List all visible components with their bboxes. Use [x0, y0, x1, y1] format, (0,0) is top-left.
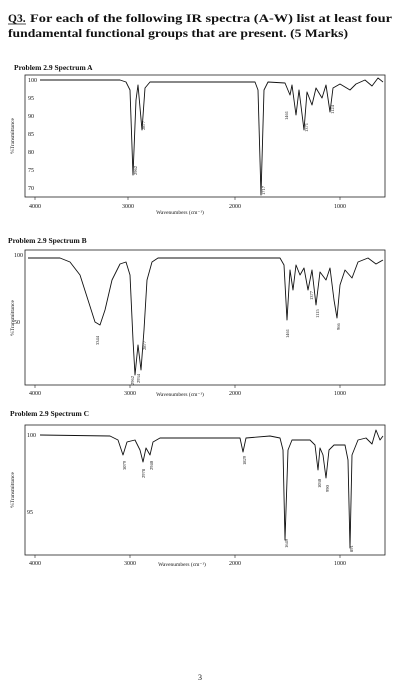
x-tick-label: 2000: [229, 391, 241, 397]
y-tick-label: 70: [28, 186, 34, 192]
y-axis-label: %Transmittance: [10, 118, 16, 154]
y-tick-label: 100: [27, 433, 36, 439]
y-tick-label: 85: [28, 132, 34, 138]
peak-label: 966: [336, 323, 341, 331]
y-tick-label: 95: [28, 96, 34, 102]
x-axis-label: Wavenumbers (cm⁻¹): [158, 561, 206, 568]
y-tick-label: 50: [14, 320, 20, 326]
peak-label: 2940: [149, 460, 154, 470]
page-number: 3: [198, 673, 202, 682]
x-tick-label: 4000: [29, 561, 41, 567]
y-tick-label: 75: [28, 168, 34, 174]
x-tick-label: 2000: [229, 204, 241, 210]
x-tick-label: 1000: [334, 561, 346, 567]
y-tick-label: 90: [28, 114, 34, 120]
x-tick-label: 4000: [29, 391, 41, 397]
y-tick-label: 80: [28, 150, 34, 156]
peak-label: 3079: [122, 460, 127, 470]
x-tick-label: 3000: [124, 561, 136, 567]
peak-label: 2978: [141, 468, 146, 478]
peak-label: 1829: [242, 455, 247, 465]
peak-label: 1461: [284, 111, 289, 120]
peak-label: 2877: [142, 340, 147, 350]
peak-label: 3344: [95, 335, 100, 345]
x-tick-label: 4000: [29, 204, 41, 210]
y-tick-label: 95: [27, 510, 33, 516]
y-tick-label: 100: [28, 78, 37, 84]
y-axis-label: %Transmittance: [10, 300, 16, 336]
peak-label: 990: [325, 485, 330, 493]
plot-frame: [24, 74, 386, 198]
question-number: Q3.: [8, 13, 26, 25]
x-tick-label: 3000: [124, 391, 136, 397]
peak-label: 2962: [133, 166, 138, 175]
y-axis-label: %Transmittance: [10, 472, 16, 508]
peak-label: 1377: [309, 290, 314, 300]
peak-label: 1124: [330, 104, 335, 114]
plot-frame: [24, 249, 386, 386]
x-tick-label: 1000: [334, 204, 346, 210]
question-text: fundamental functional groups that are p…: [8, 28, 348, 40]
spectrum-title: Problem 2.9 Spectrum A: [14, 63, 93, 72]
spectrum-curve: [28, 257, 384, 376]
peak-label: 1115: [315, 309, 320, 318]
x-tick-label: 1000: [334, 391, 346, 397]
x-axis-label: Wavenumbers (cm⁻¹): [156, 391, 204, 398]
peak-label: 2962: [130, 376, 135, 385]
peak-label: 1030: [317, 478, 322, 488]
plot-frame: [24, 424, 386, 556]
question-text: For each of the following IR spectra (A-…: [30, 13, 392, 25]
x-tick-label: 2000: [229, 561, 241, 567]
peak-label: 1649: [284, 538, 289, 548]
x-tick-label: 3000: [122, 204, 134, 210]
peak-label: 2934: [136, 373, 141, 383]
spectrum-title: Problem 2.9 Spectrum B: [8, 236, 87, 245]
peak-label: 1717: [261, 185, 266, 195]
peak-label: 891: [349, 545, 354, 552]
peak-label: 1371: [304, 123, 309, 132]
x-axis-label: Wavenumbers (cm⁻¹): [156, 209, 204, 216]
peak-label: 1461: [285, 329, 290, 338]
y-tick-label: 100: [14, 253, 23, 259]
spectrum-curve: [39, 429, 384, 549]
spectrum-curve: [40, 77, 384, 196]
spectrum-title: Problem 2.9 Spectrum C: [10, 409, 89, 418]
peak-label: 2877: [141, 120, 146, 130]
